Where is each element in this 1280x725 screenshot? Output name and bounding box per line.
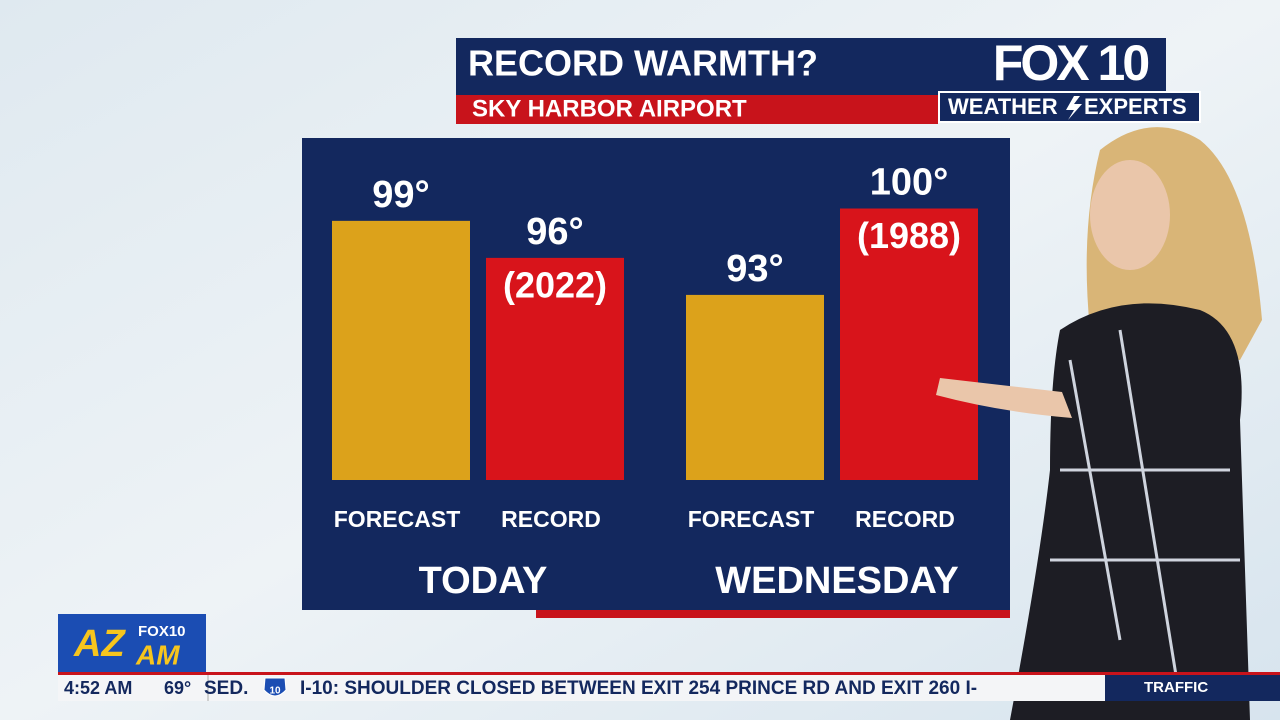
presenter [936,127,1262,720]
bar [486,257,624,480]
show-az: AZ [73,623,126,665]
title-box [456,38,938,96]
logo-box [938,38,1166,94]
bar [332,220,470,480]
ticker-section: TRAFFIC [1144,679,1208,696]
ticker-lead: SED. [204,678,248,699]
chart: 99° FORECAST 96° (2022) RECORD TODAY 93° FORECA… [332,162,978,602]
series-label: FORECAST [334,506,461,532]
record-year: (2022) [503,264,607,305]
shield-number: 10 [269,686,281,697]
value-label: 96° [526,211,583,253]
bolt-icon [1066,96,1082,120]
ticker-temperature: 69° [164,678,191,698]
series-label: FORECAST [688,506,815,532]
record-year: (1988) [857,215,961,256]
experts-label: EXPERTS [1084,94,1187,119]
subtitle: SKY HARBOR AIRPORT [472,95,747,122]
bar [686,294,824,480]
ticker-bar [58,675,1105,701]
value-label: 93° [726,248,783,290]
weather-label: WEATHER [948,94,1058,119]
show-am: AM [135,639,180,670]
bar [840,208,978,481]
panel-accent [536,610,1010,618]
value-label: 100° [870,162,949,204]
ticker-rule [58,672,1280,675]
interstate-shield [263,677,287,697]
ticker-section-box [1105,675,1280,701]
station-logo: FOX 10 [993,35,1148,91]
ticker-time: 4:52 AM [64,678,132,698]
subtitle-box [456,95,938,124]
value-label: 99° [372,174,429,216]
series-label: RECORD [501,506,601,532]
category-label: WEDNESDAY [715,560,959,602]
category-label: TODAY [419,560,548,602]
show-bug [58,614,206,672]
title: RECORD WARMTH? [468,43,818,84]
series-label: RECORD [855,506,955,532]
ticker-text: I-10: SHOULDER CLOSED BETWEEN EXIT 254 P… [300,678,977,699]
show-station: FOX10 [138,623,186,640]
